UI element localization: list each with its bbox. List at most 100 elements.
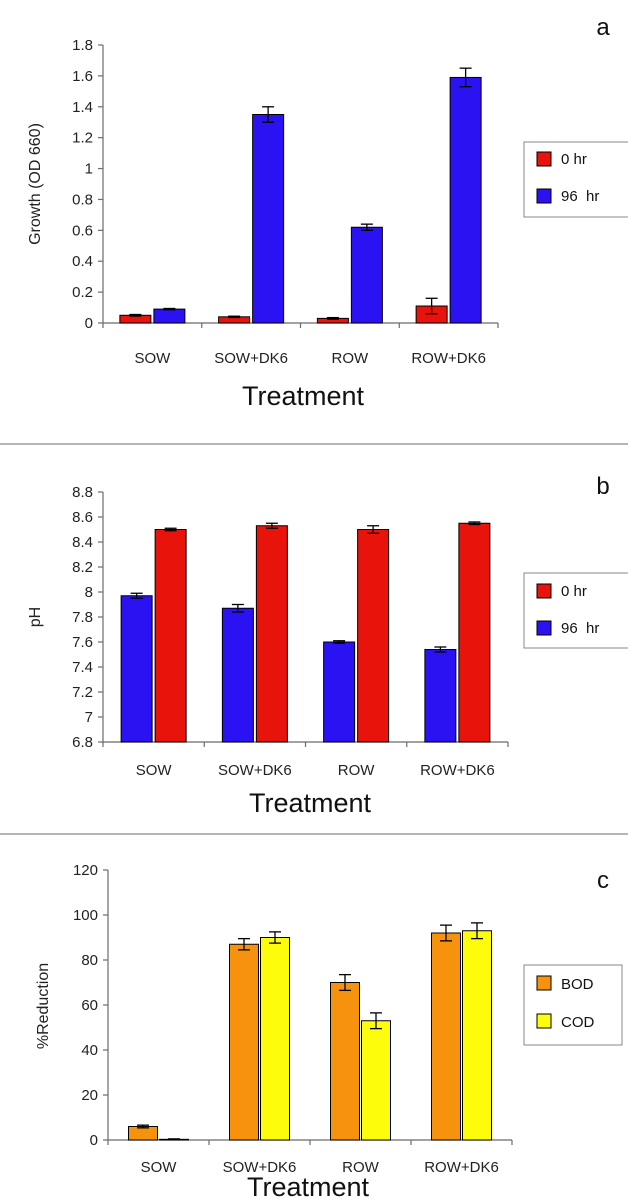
panel-b-letter: b	[596, 473, 609, 500]
panel-a-y-tick-label-5: 1	[85, 161, 93, 178]
panel-c-letter: c	[597, 867, 609, 894]
panel-b-y-tick-label-8: 8.4	[72, 534, 93, 551]
panel-b-y-tick-label-3: 7.4	[72, 659, 93, 676]
panel-b-y-tick-label-9: 8.6	[72, 509, 93, 526]
panel-b-bar-1-3	[424, 649, 457, 743]
panel-c-error-bar-1-3	[471, 922, 483, 940]
panel-b: 6.8 7 7.2 7.4 7.6 7.8 8 8.2 8.4 8.6 8.8 SOW SOW+DK6…	[27, 473, 628, 818]
panel-b-y-tick-label-6: 8	[85, 584, 93, 601]
panel-c-x-axis-label: Treatment	[247, 1172, 370, 1200]
panel-b-y-tick-label-5: 7.8	[72, 609, 93, 626]
panel-b-y-tick-label-4: 7.6	[72, 634, 93, 651]
panel-c-bar-1-3	[462, 930, 492, 1141]
panel-c-error-bar-0-1	[238, 937, 250, 951]
panel-c-bar-0-2	[330, 982, 360, 1141]
panel-b-bar-0-0	[154, 529, 187, 743]
panel-c-y-tick-label-1: 20	[81, 1087, 98, 1104]
panel-b-legend-swatch-1	[536, 620, 552, 636]
panel-a-error-bar-1-3	[459, 67, 472, 88]
panel-b-bar-1-1	[221, 607, 254, 743]
panel-a-error-bar-0-1	[228, 315, 241, 319]
panel-a-x-tick-label-1: SOW+DK6	[214, 350, 288, 367]
panel-c-legend-label-0: BOD	[561, 976, 594, 993]
panel-b-bar-0-2	[357, 529, 390, 743]
panel-b-error-bar-1-0	[130, 592, 143, 599]
panel-a-legend-swatch-1	[536, 188, 552, 204]
panel-c-bar-0-3	[431, 932, 461, 1141]
panel-b-bar-1-0	[120, 595, 153, 743]
panel-c-error-bar-0-0	[137, 1124, 149, 1129]
panel-b-y-tick-label-7: 8.2	[72, 559, 93, 576]
panel-c-error-bar-1-0	[168, 1138, 180, 1141]
panel-b-y-axis-label: pH	[27, 607, 44, 627]
panel-b-y-tick-label-0: 6.8	[72, 734, 93, 751]
panel-b-x-tick-label-1: SOW+DK6	[218, 762, 292, 779]
panel-c-bar-0-0	[128, 1126, 158, 1141]
panel-c-bar-1-2	[361, 1020, 391, 1141]
panel-a-error-bar-1-1	[262, 106, 275, 123]
panel-b-y-tick-label-10: 8.8	[72, 484, 93, 501]
panel-c-error-bar-1-1	[269, 931, 281, 944]
panel-a-error-bar-0-3	[425, 297, 438, 315]
panel-c-legend-swatch-0	[536, 975, 552, 991]
panel-c-error-bar-0-2	[339, 973, 351, 992]
panel-c-y-tick-label-4: 80	[81, 952, 98, 969]
panel-b-error-bar-1-2	[333, 640, 346, 644]
panel-c-y-tick-label-5: 100	[73, 907, 98, 924]
panel-a-y-tick-label-3: 0.6	[72, 222, 93, 239]
panel-a-error-bar-0-2	[326, 316, 339, 320]
panel-b-error-bar-0-0	[164, 527, 177, 532]
panel-b-error-bar-1-1	[231, 603, 244, 613]
panel-a-bar-1-0	[153, 308, 186, 324]
panel-b-legend-swatch-0	[536, 583, 552, 599]
panel-a-x-axis-label: Treatment	[242, 381, 365, 411]
panel-c-y-tick-label-2: 40	[81, 1042, 98, 1059]
panel-c-error-bar-1-2	[370, 1012, 382, 1030]
panel-b-legend-label-1: 96 hr	[561, 620, 599, 637]
panel-b-error-bar-0-1	[265, 522, 278, 529]
panel-b-bar-0-1	[255, 525, 288, 743]
panel-a: 0 0.2 0.4 0.6 0.8 1 1.2 1.4 1.6 1.8 SOW SOW+DK6 ROW…	[27, 14, 628, 411]
panel-a-error-bar-0-0	[129, 313, 142, 317]
panel-b-x-tick-label-2: ROW	[338, 762, 376, 779]
panel-a-y-tick-label-2: 0.4	[72, 253, 93, 270]
panel-a-y-tick-label-8: 1.6	[72, 68, 93, 85]
panel-a-bar-1-2	[350, 226, 383, 324]
panel-b-legend-label-0: 0 hr	[561, 583, 587, 600]
panel-a-error-bar-1-0	[163, 307, 176, 311]
panel-a-y-tick-label-0: 0	[85, 315, 93, 332]
panel-c: 0 20 40 60 80 100 120 SOW SOW+DK6 ROW ROW+DK6 %Re…	[35, 862, 623, 1200]
panel-c-bar-0-1	[229, 943, 259, 1141]
panel-c-legend-label-1: COD	[561, 1014, 595, 1031]
panel-b-x-axis-label: Treatment	[249, 788, 372, 818]
panel-b-bar-1-2	[323, 641, 356, 743]
panel-c-bar-1-1	[260, 937, 290, 1141]
panel-a-bar-1-3	[449, 76, 482, 324]
panel-b-error-bar-0-2	[367, 525, 380, 534]
panel-a-y-tick-label-9: 1.8	[72, 37, 93, 54]
panel-a-x-tick-label-3: ROW+DK6	[411, 350, 486, 367]
panel-c-x-tick-label-0: SOW	[141, 1159, 178, 1176]
panel-a-legend-label-1: 96 hr	[561, 188, 599, 205]
panel-a-y-tick-label-7: 1.4	[72, 99, 93, 116]
panel-a-legend-label-0: 0 hr	[561, 151, 587, 168]
panel-c-legend: BOD COD	[523, 964, 623, 1046]
panel-c-y-tick-label-3: 60	[81, 997, 98, 1014]
panel-a-legend-swatch-0	[536, 151, 552, 167]
panel-a-y-tick-label-1: 0.2	[72, 284, 93, 301]
panel-c-x-tick-label-1: SOW+DK6	[223, 1159, 297, 1176]
panel-a-y-tick-label-4: 0.8	[72, 191, 93, 208]
panel-b-error-bar-0-3	[468, 521, 481, 526]
panel-a-bar-1-1	[252, 114, 285, 324]
panel-a-letter: a	[596, 14, 610, 41]
panel-a-error-bar-1-2	[360, 223, 373, 231]
panel-c-x-tick-label-2: ROW	[342, 1159, 380, 1176]
panel-b-x-tick-label-3: ROW+DK6	[420, 762, 495, 779]
panel-b-y-tick-label-1: 7	[85, 709, 93, 726]
panel-b-x-tick-label-0: SOW	[136, 762, 173, 779]
panel-b-bar-0-3	[458, 522, 491, 743]
panel-b-legend: 0 hr 96 hr	[523, 572, 628, 649]
panel-b-error-bar-1-3	[434, 646, 447, 653]
panel-c-y-axis-label: %Reduction	[35, 963, 52, 1049]
